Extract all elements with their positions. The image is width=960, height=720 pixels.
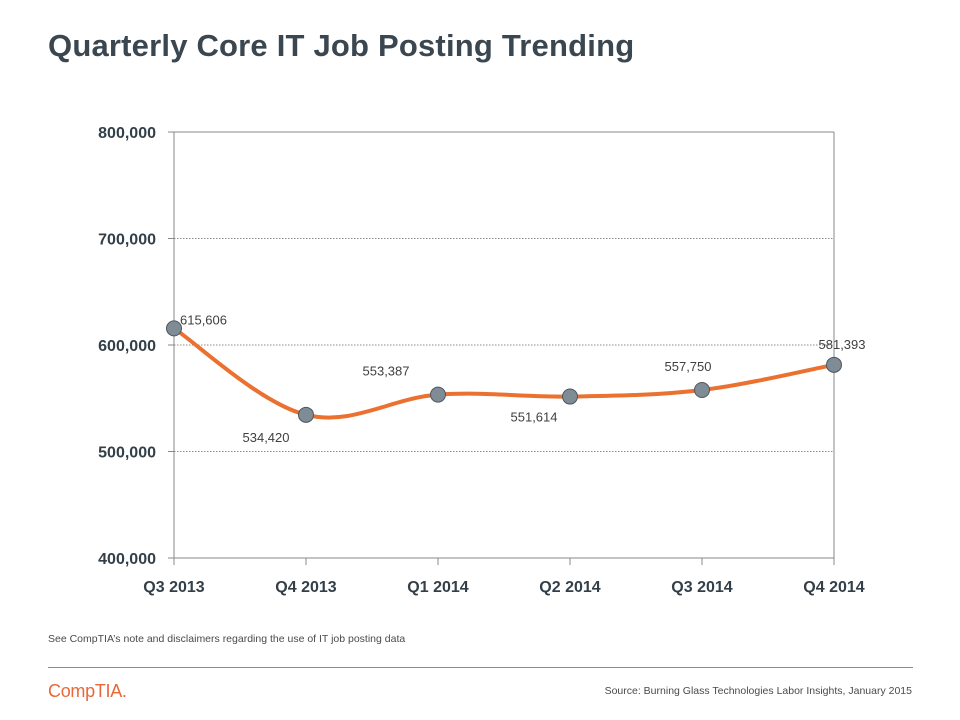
data-label: 534,420 <box>243 430 290 445</box>
data-label: 615,606 <box>180 312 227 327</box>
y-tick-label: 800,000 <box>98 125 156 142</box>
footer-divider <box>48 667 913 668</box>
data-label: 551,614 <box>511 410 558 425</box>
x-tick-label: Q4 2013 <box>275 579 336 596</box>
comptia-logo: CompTIA. <box>48 681 127 701</box>
data-point <box>298 406 314 423</box>
x-tick-label: Q1 2014 <box>407 579 468 596</box>
page-title: Quarterly Core IT Job Posting Trending <box>48 28 635 63</box>
x-tick-label: Q4 2014 <box>803 579 864 596</box>
x-tick-label: Q2 2014 <box>539 579 600 596</box>
line-chart: 400,000 500,000 600,000 700,000 800,000 Q3 20… <box>98 125 866 596</box>
data-point <box>166 320 182 337</box>
y-tick-label: 400,000 <box>98 551 156 568</box>
x-tick-label: Q3 2014 <box>671 579 732 596</box>
data-point <box>694 381 710 398</box>
data-point <box>430 386 446 403</box>
y-tick-label: 600,000 <box>98 338 156 355</box>
y-tick-label: 500,000 <box>98 445 156 462</box>
data-label: 581,393 <box>819 337 866 352</box>
y-tick-label: 700,000 <box>98 232 156 249</box>
series-line <box>172 326 836 420</box>
x-tick-label: Q3 2013 <box>143 579 204 596</box>
disclaimer-note: See CompTIA’s note and disclaimers regar… <box>48 633 406 645</box>
data-label: 557,750 <box>665 359 712 374</box>
source-note: Source: Burning Glass Technologies Labor… <box>604 685 912 697</box>
data-point <box>562 388 578 405</box>
data-label: 553,387 <box>363 364 410 379</box>
data-point <box>826 356 842 373</box>
